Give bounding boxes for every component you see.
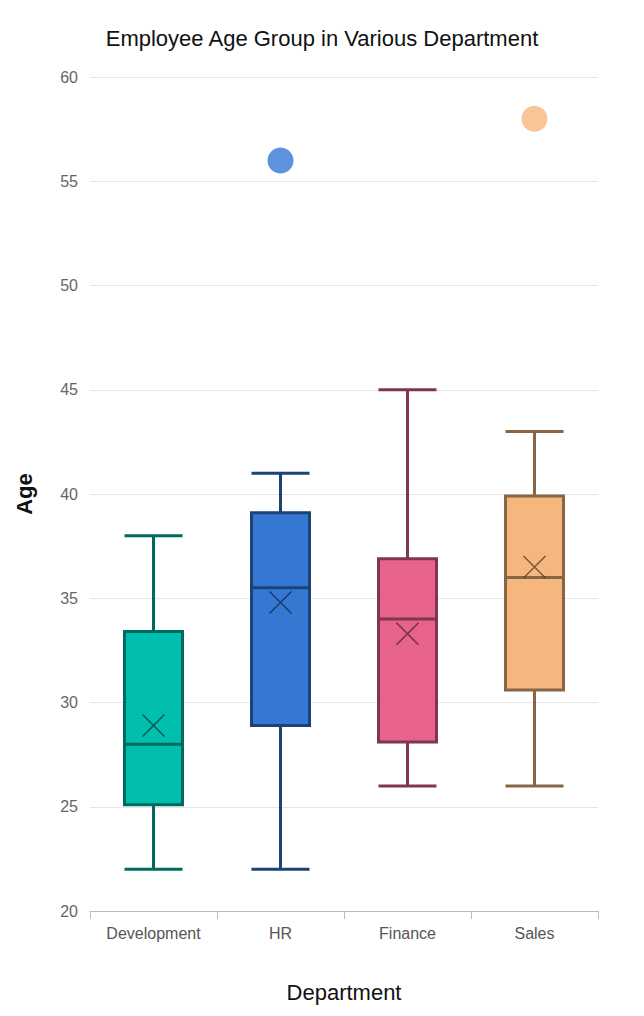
svg-text:45: 45 bbox=[60, 381, 78, 398]
svg-text:Finance: Finance bbox=[379, 925, 436, 942]
svg-text:55: 55 bbox=[60, 173, 78, 190]
svg-text:30: 30 bbox=[60, 694, 78, 711]
svg-text:25: 25 bbox=[60, 798, 78, 815]
svg-text:Employee Age Group in Various: Employee Age Group in Various Department bbox=[106, 26, 539, 51]
svg-text:35: 35 bbox=[60, 590, 78, 607]
svg-text:40: 40 bbox=[60, 486, 78, 503]
svg-text:50: 50 bbox=[60, 277, 78, 294]
svg-text:HR: HR bbox=[269, 925, 292, 942]
svg-text:Sales: Sales bbox=[514, 925, 554, 942]
svg-text:Development: Development bbox=[106, 925, 201, 942]
svg-text:Age: Age bbox=[12, 473, 37, 515]
svg-text:20: 20 bbox=[60, 903, 78, 920]
svg-text:60: 60 bbox=[60, 69, 78, 86]
svg-text:Department: Department bbox=[287, 980, 402, 1005]
